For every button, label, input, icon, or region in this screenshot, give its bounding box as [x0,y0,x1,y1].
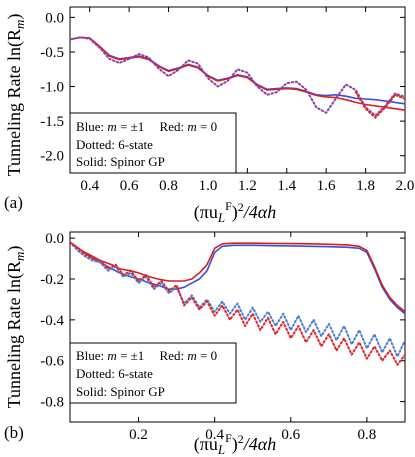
panel-b-ticks: 0.2 0.4 0.6 0.8 0.0 -0.2 -0.4 -0.6 -0.8 [40,231,405,443]
panel-b-legend-line1: Blue: m = ±1 Red: m = 0 [76,348,217,363]
panel-b-label: (b) [4,423,24,442]
panel-a-ytick-label: -1.0 [40,80,64,96]
panel-b-series-solid-red [70,241,405,313]
panel-b-series-dotted-dotted_red [70,241,405,366]
panel-a-ticks: 0.4 0.6 0.8 1.0 1.2 1.4 1.6 1.8 2.0 0.0 -0.5 -1.0 -1… [40,7,414,194]
panel-a-xtick-label: 1.6 [317,178,336,194]
panel-a-xtick-label: 2.0 [396,178,415,194]
panel-b-xtick-label: 0.6 [281,427,300,443]
panel-a-ytick-label: -1.5 [40,114,64,130]
panel-b-ytick-label: -0.2 [40,272,64,288]
panel-b-legend-line3: Solid: Spinor GP [76,384,165,399]
panel-a-series [70,36,405,119]
panel-a-chart: 0.4 0.6 0.8 1.0 1.2 1.4 1.6 1.8 2.0 0.0 -0.5 -1.0 -1… [4,6,414,225]
panel-b-chart: 0.2 0.4 0.6 0.8 0.0 -0.2 -0.4 -0.6 -0.8 Blue: m … [4,231,406,457]
panel-a-xtick-label: 1.8 [356,178,375,194]
panel-a-series-dotted-dotted_purple [70,36,405,117]
panel-b-ytick-label: 0.0 [45,231,64,247]
panel-a-xtick-label: 1.4 [277,178,296,194]
panel-a-xlabel: (πuLF)2/4αh [194,199,276,225]
panel-b-series [70,241,405,366]
panel-b-ylabel: Tunneling Rate ln(Rm) [4,246,27,409]
panel-b-legend-line2: Dotted: 6-state [76,366,153,381]
panel-a-xtick-label: 1.2 [238,178,257,194]
panel-a-legend-line1: Blue: m = ±1 Red: m = 0 [76,119,217,134]
panel-a-xtick-label: 0.6 [120,178,139,194]
panel-a-xtick-label: 0.8 [159,178,178,194]
panel-a-legend-line3: Solid: Spinor GP [76,154,165,169]
panel-a-series-solid-blue [70,36,405,105]
panel-a-series-solid-red [70,36,405,111]
panel-b-frame [69,231,406,423]
panel-a-xtick-label: 1.0 [199,178,218,194]
panel-b-xtick-label: 0.4 [205,427,224,443]
panel-a-ytick-label: 0.0 [45,10,64,26]
panel-a-frame [69,6,406,174]
panel-b-legend: Blue: m = ±1 Red: m = 0 Dotted: 6-state … [69,342,237,404]
panel-a-ytick-label: -0.5 [40,45,64,61]
panel-b-xlabel: (πuLF)2/4αh [194,431,276,457]
panel-b-ytick-label: -0.4 [40,313,64,329]
panel-b-xtick-label: 0.8 [358,427,377,443]
panel-b-ytick-label: -0.8 [40,395,64,411]
panel-a-ylabel: Tunneling Rate ln(Rm) [4,14,27,177]
panel-a-legend: Blue: m = ±1 Red: m = 0 Dotted: 6-state … [69,112,237,174]
panel-a-series-dotted-dotted_red [354,91,405,119]
panel-a-legend-box [69,112,237,174]
panel-a-xtick-label: 0.4 [80,178,99,194]
panel-b-legend-box [69,342,237,404]
panel-b-series-dotted-dotted_blue [70,241,405,358]
panel-a-label: (a) [4,193,23,212]
panel-b-ytick-label: -0.6 [40,354,64,370]
panel-b-xtick-label: 0.2 [129,427,148,443]
panel-a-ytick-label: -2.0 [40,149,64,165]
panel-a-legend-line2: Dotted: 6-state [76,137,153,152]
